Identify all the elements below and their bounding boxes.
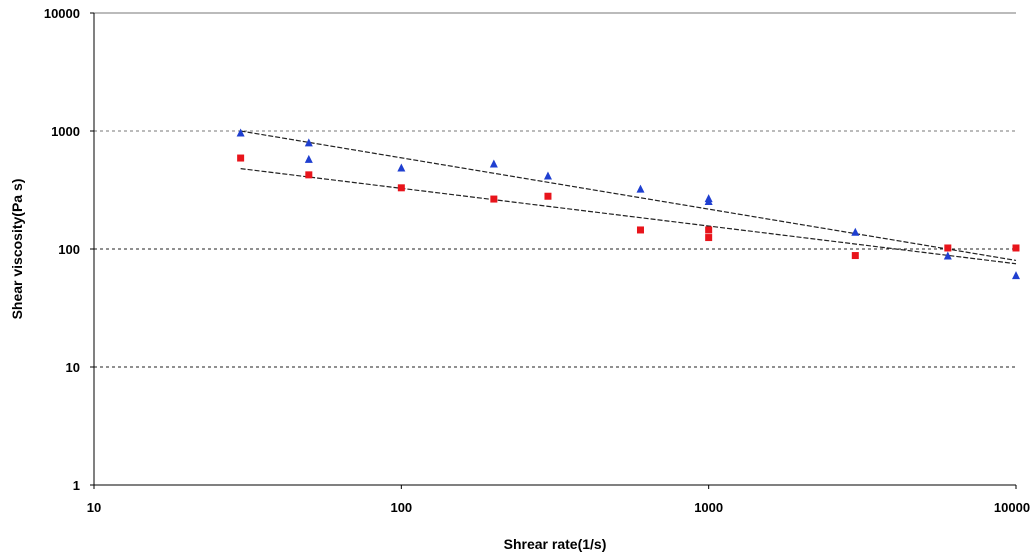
x-tick-label: 10 xyxy=(87,500,101,515)
y-tick-label: 100 xyxy=(58,242,80,257)
data-point-triangle xyxy=(851,227,860,236)
trend-line-square xyxy=(240,168,1017,265)
data-point-triangle xyxy=(304,138,313,147)
x-tick-label: 1000 xyxy=(694,500,723,515)
y-tick-label: 10 xyxy=(66,360,80,375)
data-point-square xyxy=(237,154,245,162)
data-point-square xyxy=(705,234,713,242)
x-tick-label: 10000 xyxy=(994,500,1030,515)
grid-lines xyxy=(90,12,1017,489)
data-point-triangle xyxy=(704,197,713,206)
x-tick-label: 100 xyxy=(390,500,412,515)
y-tick-label: 1 xyxy=(73,478,80,493)
data-point-square xyxy=(305,171,313,179)
data-point-square xyxy=(851,252,859,260)
y-tick-label: 1000 xyxy=(51,124,80,139)
data-point-square xyxy=(544,192,552,200)
tick-labels: 1 10 100 1000 10000 10 100 1000 10000 xyxy=(44,6,1030,515)
data-point-triangle xyxy=(304,154,313,163)
trend-lines xyxy=(240,130,1017,265)
data-point-square xyxy=(636,226,644,234)
data-point-triangle xyxy=(943,251,952,260)
data-point-square xyxy=(490,195,498,203)
data-point-square xyxy=(944,244,952,252)
data-points xyxy=(236,128,1020,280)
data-point-triangle xyxy=(489,159,498,168)
y-axis-title: Shear viscosity(Pa s) xyxy=(9,179,25,320)
trend-line-triangle xyxy=(240,130,1017,262)
data-point-triangle xyxy=(236,128,245,137)
data-point-triangle xyxy=(1012,271,1020,280)
data-point-square xyxy=(1012,244,1020,252)
axes xyxy=(93,13,1016,486)
data-point-triangle xyxy=(543,171,552,180)
y-tick-label: 10000 xyxy=(44,6,80,21)
x-axis-title: Shrear rate(1/s) xyxy=(504,536,607,552)
data-point-square xyxy=(397,184,405,192)
data-point-square xyxy=(705,226,713,234)
data-point-triangle xyxy=(397,163,406,172)
data-point-triangle xyxy=(636,184,645,193)
